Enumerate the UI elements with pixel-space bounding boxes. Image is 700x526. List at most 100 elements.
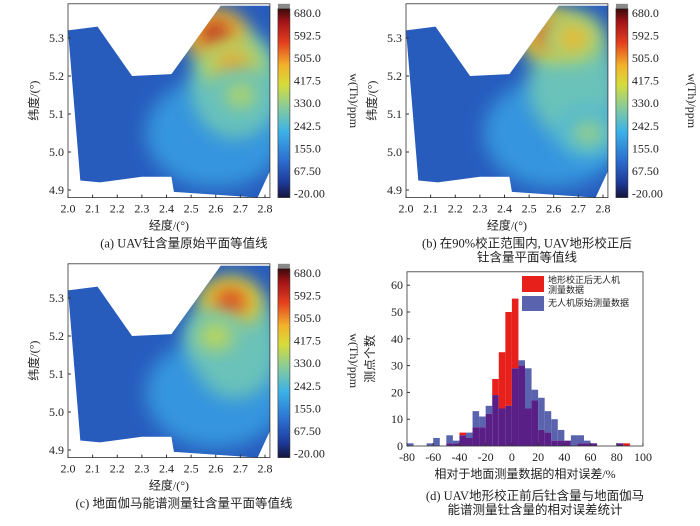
colorbar-cap	[277, 3, 290, 9]
x-tick-label: 20	[532, 450, 544, 464]
y-tick-label: 20	[391, 385, 403, 399]
bar-overlap	[590, 443, 598, 446]
y-tick-label: 5.0	[49, 145, 64, 159]
y-tick-label: 5.3	[49, 31, 64, 45]
colorbar-cap	[277, 263, 290, 269]
y-tick-label: 5.2	[387, 69, 402, 83]
x-tick-label: 2.7	[233, 202, 248, 216]
colorbar-tick-label: 242.5	[632, 119, 659, 133]
bar-overlap	[492, 395, 499, 446]
colorbar-tick-label: 67.50	[632, 164, 659, 178]
contour-fill	[68, 265, 270, 458]
y-axis-label: 纬度/(°)	[26, 81, 41, 121]
y-tick-label: 4.9	[387, 183, 402, 197]
legend-label-corrected: 测量数据	[548, 284, 584, 295]
x-tick-label: 2.0	[399, 202, 414, 216]
colorbar-label: w(Th)/ppm	[347, 333, 361, 388]
y-tick-label: 30	[391, 359, 403, 373]
colorbar-cap	[615, 3, 628, 9]
panel-caption: (b) 在90%校正范围内, UAV地形校正后	[422, 236, 632, 251]
contour-panel-c: 2.0 2.1 2.2 2.3 2.4 2.5 2.6 2.7 2.8 4.9 5.0 5.1 5.2 5…	[26, 263, 361, 511]
y-axis-label: 测点个数	[362, 335, 377, 383]
colorbar-tick-label: -20.00	[294, 187, 325, 201]
x-axis-label: 经度/(°)	[149, 478, 189, 493]
bar-overlap	[505, 405, 512, 446]
hotspot	[557, 25, 590, 51]
colorbar-tick-label: -20.00	[294, 447, 325, 461]
hotspot	[214, 288, 247, 315]
bar-original	[544, 411, 552, 433]
y-tick-label: 60	[391, 278, 403, 292]
x-tick-label: 2.8	[258, 202, 273, 216]
x-tick-label: -40	[451, 450, 467, 464]
y-tick-label: 5.0	[49, 405, 64, 419]
colorbar-tick-label: 67.50	[294, 164, 321, 178]
bar-original	[479, 416, 486, 428]
colorbar	[277, 8, 291, 198]
colorbar-tick-label: 155.0	[294, 141, 321, 155]
x-tick-label: -20	[478, 450, 494, 464]
x-tick-label: 2.7	[571, 202, 586, 216]
y-tick-label: 4.9	[49, 443, 64, 457]
legend-swatch-corrected	[522, 276, 544, 292]
hotspot	[224, 82, 257, 108]
y-tick-label: 40	[391, 332, 403, 346]
bar-original	[433, 437, 440, 446]
bar-overlap	[459, 435, 466, 446]
x-axis-label: 经度/(°)	[487, 218, 527, 233]
x-tick-label: 80	[611, 450, 623, 464]
y-tick-label: 5.3	[49, 291, 64, 305]
bar-original	[407, 443, 414, 446]
bar-overlap	[584, 443, 591, 446]
colorbar-tick-label: -20.00	[632, 187, 663, 201]
y-tick-label: 10	[391, 412, 403, 426]
bar-corrected	[505, 312, 512, 406]
y-tick-label: 5.0	[387, 145, 402, 159]
bar-overlap	[511, 368, 519, 446]
bar-overlap	[472, 427, 480, 446]
colorbar-tick-label: 592.5	[632, 28, 659, 42]
x-tick-label: 2.5	[184, 202, 199, 216]
colorbar-label: w(Th)/ppm	[685, 73, 699, 128]
bar-original	[525, 368, 532, 409]
y-tick-label: 0	[397, 439, 403, 453]
histogram-panel: -80 -60 -40 -20 0 20 40 60 80 100 0 10 20 30 40 50 60 相对于…	[362, 271, 652, 517]
hotspot	[572, 120, 605, 146]
colorbar-tick-label: 67.50	[294, 424, 321, 438]
colorbar-label: w(Th)/ppm	[347, 73, 361, 128]
panel-caption: 能谱测量钍含量的相对误差统计	[447, 502, 622, 517]
colorbar-tick-label: 680.0	[632, 6, 659, 20]
x-tick-label: 2.1	[85, 462, 100, 476]
bar-overlap	[577, 443, 584, 446]
colorbar-tick-label: 330.0	[294, 356, 321, 370]
plot-frame	[406, 271, 644, 447]
plot-frame	[67, 263, 271, 458]
bar-overlap	[564, 440, 571, 446]
x-tick-label: 0	[509, 450, 515, 464]
colorbar-tick-label: 330.0	[294, 96, 321, 110]
bar-original	[557, 429, 565, 441]
colorbar-tick-label: 242.5	[294, 379, 321, 393]
panel-caption: 钍含量平面等值线	[477, 250, 578, 265]
y-tick-label: 50	[391, 305, 403, 319]
contour-fill	[406, 5, 608, 198]
x-tick-label: 2.6	[208, 462, 223, 476]
x-tick-label: -60	[425, 450, 441, 464]
y-axis-label: 纬度/(°)	[364, 81, 379, 121]
bar-overlap	[518, 365, 525, 446]
bar-overlap	[446, 443, 453, 446]
colorbar-tick-label: 155.0	[632, 141, 659, 155]
bar-original	[538, 397, 545, 430]
y-tick-label: 5.2	[49, 69, 64, 83]
x-tick-label: 40	[558, 450, 570, 464]
x-tick-label: 2.2	[110, 462, 125, 476]
legend-label-original: 无人机原始测量数据	[548, 297, 629, 308]
bar-original	[531, 389, 539, 401]
colorbar-tick-label: 592.5	[294, 28, 321, 42]
x-tick-label: 2.7	[233, 462, 248, 476]
contour-fill	[68, 5, 270, 198]
bar-corrected	[511, 298, 519, 369]
colorbar-tick-label: 330.0	[632, 96, 659, 110]
x-tick-label: 2.8	[258, 462, 273, 476]
legend-label-corrected: 地形校正后无人机	[548, 274, 620, 285]
